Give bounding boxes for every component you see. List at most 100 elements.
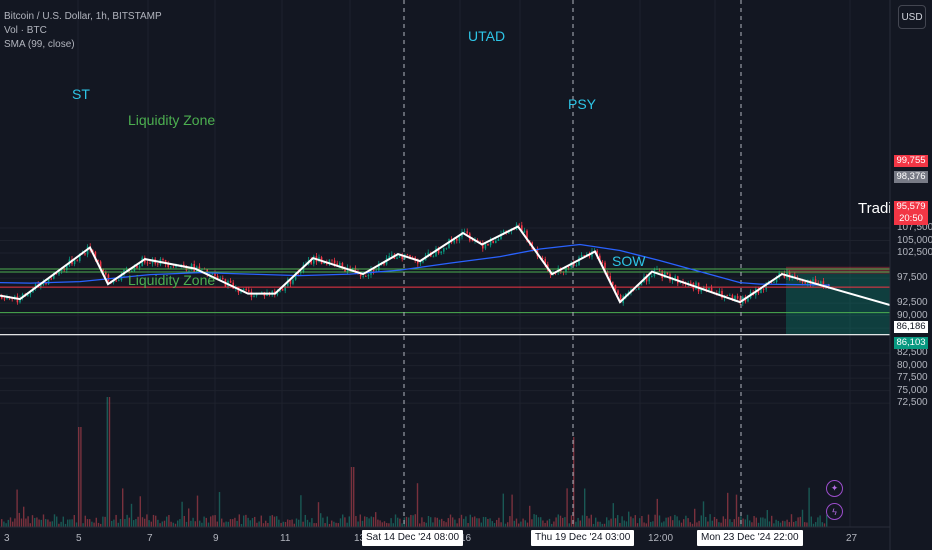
volume-bar: [20, 518, 23, 527]
candle-body: [497, 238, 500, 241]
volume-bar: [654, 514, 656, 527]
volume-bar: [89, 519, 91, 527]
candle-body: [482, 242, 484, 249]
volume-bar: [482, 516, 485, 527]
volume-indicator-label[interactable]: Vol · BTC: [4, 25, 47, 36]
volume-bar: [441, 518, 443, 527]
volume-bar: [337, 523, 339, 527]
volume-bar: [570, 515, 573, 527]
candle-body: [331, 259, 333, 261]
candle-body: [708, 287, 710, 291]
candle-body: [518, 224, 520, 226]
volume-bar: [271, 515, 273, 527]
candle-body: [341, 263, 344, 269]
sparkle-icon[interactable]: ✦: [826, 480, 843, 497]
volume-bar: [278, 519, 280, 527]
currency-button[interactable]: USD: [898, 5, 926, 29]
volume-bar: [342, 514, 344, 527]
symbol-title[interactable]: Bitcoin / U.S. Dollar, 1h, BITSTAMP: [4, 11, 162, 22]
volume-bar: [718, 522, 720, 527]
volume-bar: [399, 518, 401, 527]
candle-body: [567, 266, 570, 268]
volume-bar: [3, 521, 5, 527]
volume-bar: [82, 523, 84, 527]
chart-annotation[interactable]: Liquidity Zone: [128, 272, 216, 288]
volume-bar: [680, 522, 683, 527]
volume-bar: [808, 487, 810, 527]
candle-body: [671, 279, 674, 281]
volume-bar: [815, 522, 817, 527]
candle-body: [640, 282, 643, 286]
price-tag: 20:50: [894, 213, 928, 225]
chart-annotation[interactable]: SOW: [612, 253, 646, 269]
candle-body: [700, 288, 702, 292]
volume-bar: [355, 516, 357, 527]
candle-body: [375, 270, 377, 272]
time-axis-label: 9: [213, 533, 219, 544]
volume-bar: [504, 523, 507, 527]
time-axis-label: 3: [4, 533, 10, 544]
candle-body: [136, 265, 138, 268]
lightning-icon[interactable]: ϟ: [826, 503, 843, 520]
candle-body: [73, 260, 76, 265]
volume-bar: [522, 518, 524, 527]
chart-annotation[interactable]: Liquidity Zone: [128, 112, 216, 128]
candle-body: [3, 298, 6, 300]
time-axis-label: 12:00: [648, 533, 674, 544]
candle-body: [27, 294, 29, 297]
volume-bar: [183, 515, 185, 527]
candle-body: [456, 238, 458, 241]
candle-body: [328, 259, 331, 265]
chart-annotation[interactable]: ST: [72, 86, 90, 102]
volume-bar: [306, 519, 309, 527]
volume-bar: [247, 517, 249, 527]
volume-bar: [423, 521, 425, 527]
candle-body: [541, 257, 544, 260]
volume-bar: [790, 514, 793, 527]
volume-bar: [273, 516, 276, 527]
sma-indicator-label[interactable]: SMA (99, close): [4, 39, 75, 50]
candle-body: [417, 260, 419, 264]
candle-body: [58, 271, 60, 275]
volume-bar: [133, 520, 135, 527]
volume-bar: [135, 518, 137, 527]
candle-body: [170, 266, 172, 268]
chart-annotation[interactable]: Tradin: [858, 200, 890, 217]
volume-bar: [256, 522, 258, 527]
volume-bar: [56, 516, 58, 527]
volume-bar: [713, 517, 716, 527]
volume-bar: [474, 516, 476, 527]
volume-bar: [42, 514, 45, 527]
candle-body: [47, 278, 50, 285]
volume-bar: [80, 427, 82, 527]
candle-body: [822, 281, 825, 286]
candle-body: [606, 271, 609, 277]
date-tag: Mon 23 Dec '24 22:00: [697, 530, 803, 546]
candle-body: [229, 280, 232, 283]
volume-bar: [485, 517, 487, 527]
candle-body: [619, 294, 622, 303]
candle-body: [820, 281, 822, 285]
candle-body: [760, 289, 762, 294]
volume-bar: [432, 522, 434, 527]
volume-bar: [331, 520, 333, 527]
volume-bar: [199, 520, 201, 527]
price-tag: 98,376: [894, 171, 928, 183]
volume-bar: [678, 520, 680, 527]
volume-bar: [69, 519, 71, 527]
volume-bar: [188, 508, 190, 527]
volume-bar: [328, 523, 331, 527]
chart-annotation[interactable]: PSY: [568, 96, 597, 112]
volume-bar: [157, 519, 159, 527]
volume-bar: [507, 522, 509, 527]
volume-bar: [797, 517, 799, 527]
volume-bar: [826, 514, 828, 527]
candle-body: [762, 289, 765, 290]
volume-bar: [379, 520, 381, 527]
candle-body: [489, 240, 492, 246]
volume-bar: [394, 514, 397, 527]
volume-bar: [592, 523, 595, 527]
price-tag: 99,755: [894, 155, 928, 167]
chart-annotation[interactable]: UTAD: [468, 28, 506, 44]
